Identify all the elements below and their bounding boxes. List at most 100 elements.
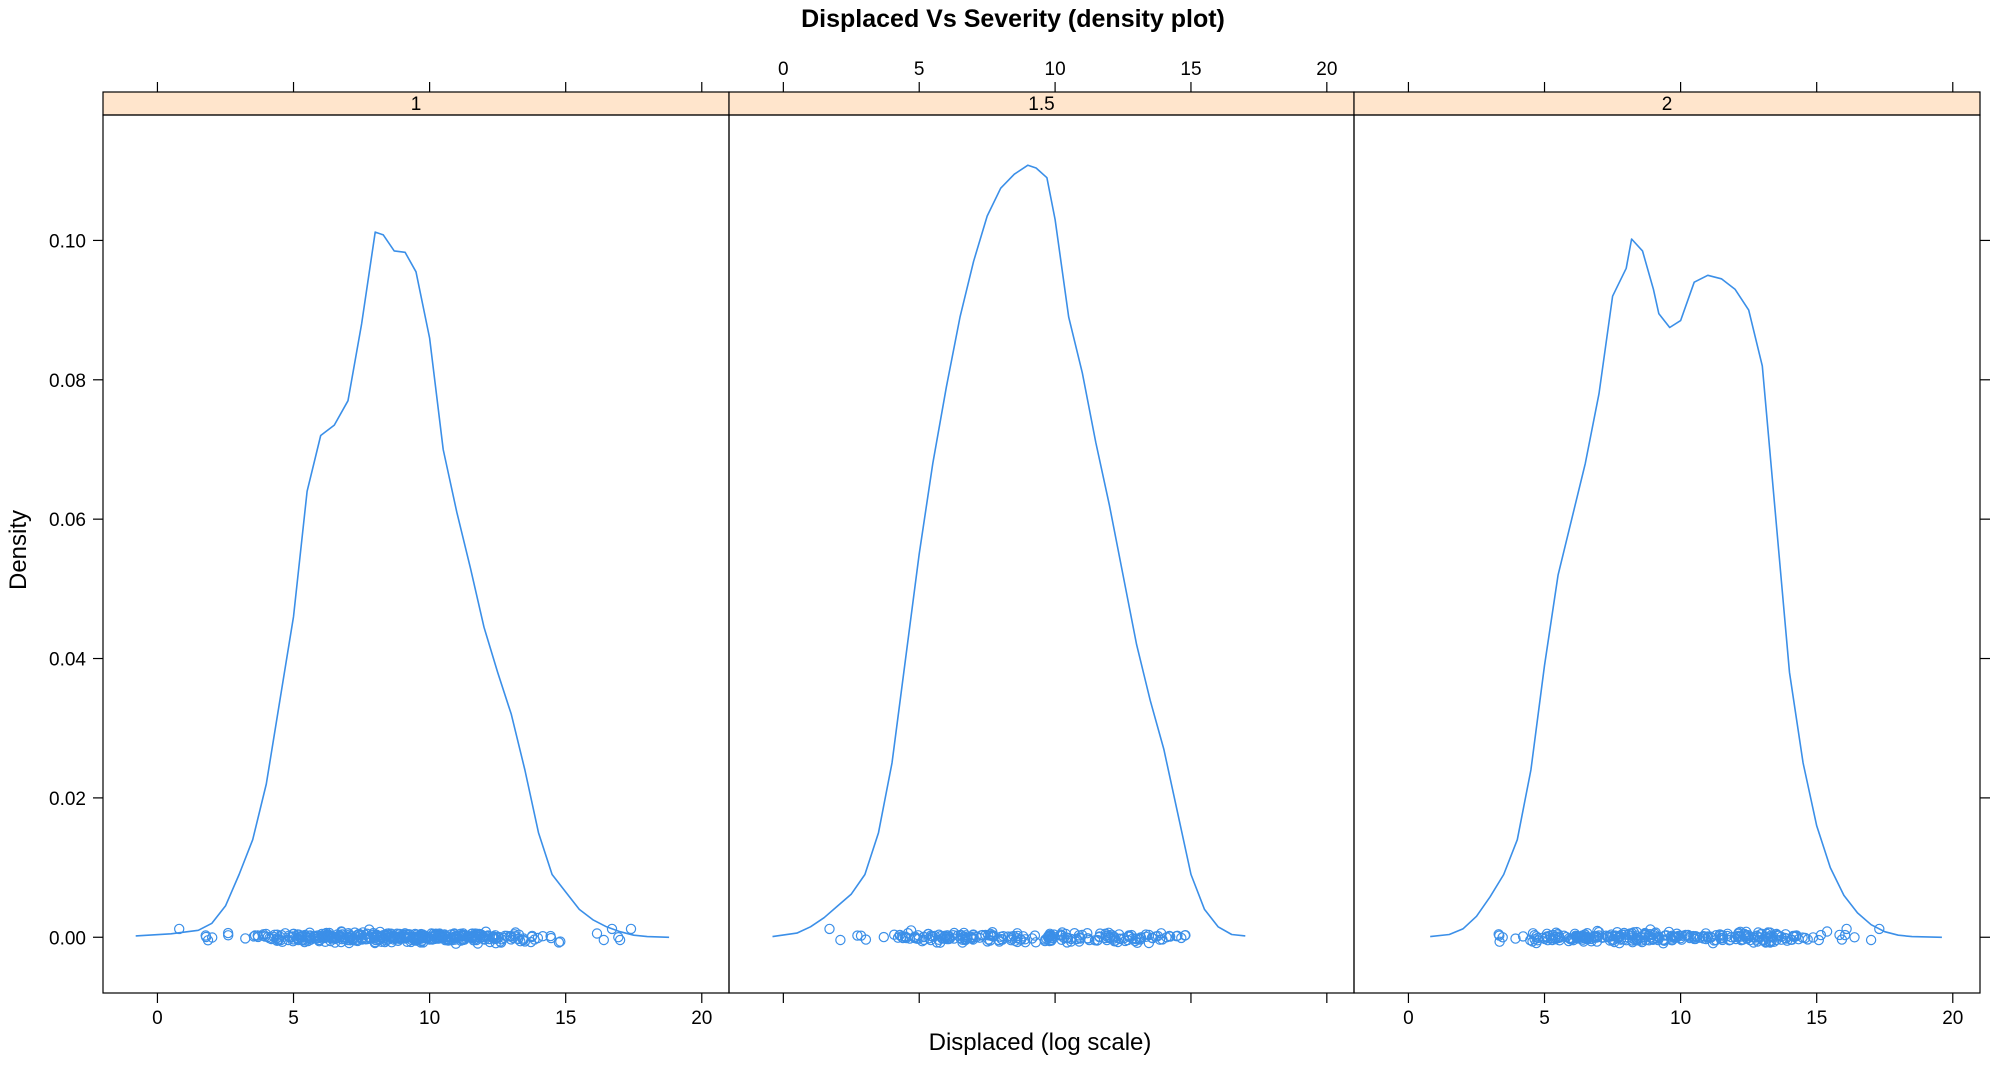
rug-point <box>277 936 288 948</box>
x-tick-label-10: 10 <box>419 1008 440 1029</box>
y-tick-label-1: 0.02 <box>49 789 86 810</box>
rug-point <box>418 930 430 942</box>
rug-point <box>980 929 991 941</box>
rug-point <box>1658 934 1669 945</box>
rug-point <box>1019 934 1031 945</box>
rug-point <box>1865 934 1877 946</box>
rug-point <box>532 932 544 944</box>
x-axis-label: Displaced (log scale) <box>929 1029 1152 1056</box>
x-tick-label-15: 15 <box>1806 1008 1827 1029</box>
rug-point <box>1547 929 1559 941</box>
panel-border-2 <box>728 114 1355 994</box>
rug-point <box>303 933 314 944</box>
rug-point <box>824 923 835 935</box>
rug-point <box>1607 935 1618 946</box>
rug-point <box>1020 937 1031 948</box>
rug-point <box>1834 929 1845 941</box>
panel-border-3 <box>1353 114 1981 994</box>
rug-point <box>897 932 909 944</box>
rug-point <box>222 930 234 941</box>
rug-point <box>1147 933 1158 944</box>
rug-point <box>1722 930 1733 942</box>
rug-points-panel-1 <box>173 923 637 949</box>
rug-point <box>173 923 185 935</box>
rug-point <box>852 930 863 941</box>
rug-point <box>860 934 872 945</box>
x-tick-label-20: 20 <box>1316 59 1337 80</box>
rug-point <box>467 930 479 942</box>
rug-point <box>553 937 565 948</box>
rug-point <box>301 931 312 942</box>
rug-point <box>1647 933 1659 945</box>
rug-point <box>936 933 948 944</box>
rug-point <box>304 927 315 938</box>
rug-point <box>1547 934 1558 946</box>
rug-point <box>1807 932 1819 943</box>
panels-group: 10 5 10 15 200.000.020.040.060.080.101.50 5 10… <box>49 59 1990 1029</box>
rug-point <box>1018 931 1029 942</box>
rug-point <box>268 931 280 943</box>
rug-point <box>356 934 368 945</box>
rug-point <box>1140 931 1152 943</box>
rug-point <box>835 934 846 946</box>
rug-point <box>598 934 610 946</box>
rug-point <box>1758 935 1769 947</box>
rug-point <box>1106 929 1117 941</box>
rug-point <box>935 931 946 942</box>
rug-point <box>545 932 557 944</box>
rug-point <box>933 929 945 940</box>
density-line-panel-1 <box>135 231 670 939</box>
rug-point <box>1631 926 1642 938</box>
rug-point <box>966 932 978 943</box>
panel-border-1 <box>102 114 730 994</box>
rug-point <box>1849 932 1860 943</box>
rug-point <box>490 938 501 949</box>
rug-point <box>1582 933 1593 944</box>
x-tick-label-10: 10 <box>1670 1008 1691 1029</box>
rug-point <box>1532 935 1543 946</box>
rug-point <box>1602 931 1613 943</box>
rug-point <box>1815 929 1827 941</box>
rug-point <box>1874 923 1885 935</box>
rug-point <box>961 932 973 943</box>
rug-point <box>955 932 966 944</box>
rug-point <box>878 931 890 943</box>
rug-point <box>1172 930 1183 942</box>
rug-point <box>1045 935 1057 947</box>
rug-point <box>493 931 504 943</box>
rug-point <box>1841 923 1852 935</box>
rug-point <box>393 933 404 944</box>
rug-point <box>1108 931 1119 942</box>
rug-point <box>1143 929 1155 941</box>
rug-point <box>1084 934 1095 946</box>
rug-point <box>1527 928 1539 939</box>
rug-points-panel-3 <box>1493 923 1885 949</box>
x-tick-label-15: 15 <box>555 1008 576 1029</box>
rug-point <box>1157 934 1168 945</box>
rug-point <box>1760 936 1771 948</box>
x-tick-label-5: 5 <box>288 1008 299 1029</box>
rug-point <box>484 936 495 948</box>
rug-point <box>1012 936 1023 948</box>
x-tick-label-0: 0 <box>1403 1008 1414 1029</box>
rug-point <box>286 931 297 943</box>
rug-point <box>1682 929 1694 941</box>
rug-point <box>1554 932 1565 943</box>
rug-point <box>1030 937 1042 948</box>
rug-point <box>1071 933 1083 945</box>
rug-point <box>918 931 929 943</box>
x-tick-label-0: 0 <box>152 1008 163 1029</box>
rug-point <box>1781 935 1793 946</box>
rug-point <box>515 936 526 947</box>
rug-point <box>495 936 506 947</box>
rug-point <box>1129 935 1141 947</box>
rug-point <box>1179 930 1191 941</box>
x-tick-label-15: 15 <box>1180 59 1201 80</box>
rug-point <box>625 923 637 935</box>
rug-point <box>948 933 960 944</box>
rug-point <box>1006 933 1017 944</box>
rug-point <box>1529 930 1540 941</box>
x-tick-label-5: 5 <box>1539 1008 1550 1029</box>
rug-point <box>440 935 451 946</box>
rug-point <box>591 928 603 939</box>
